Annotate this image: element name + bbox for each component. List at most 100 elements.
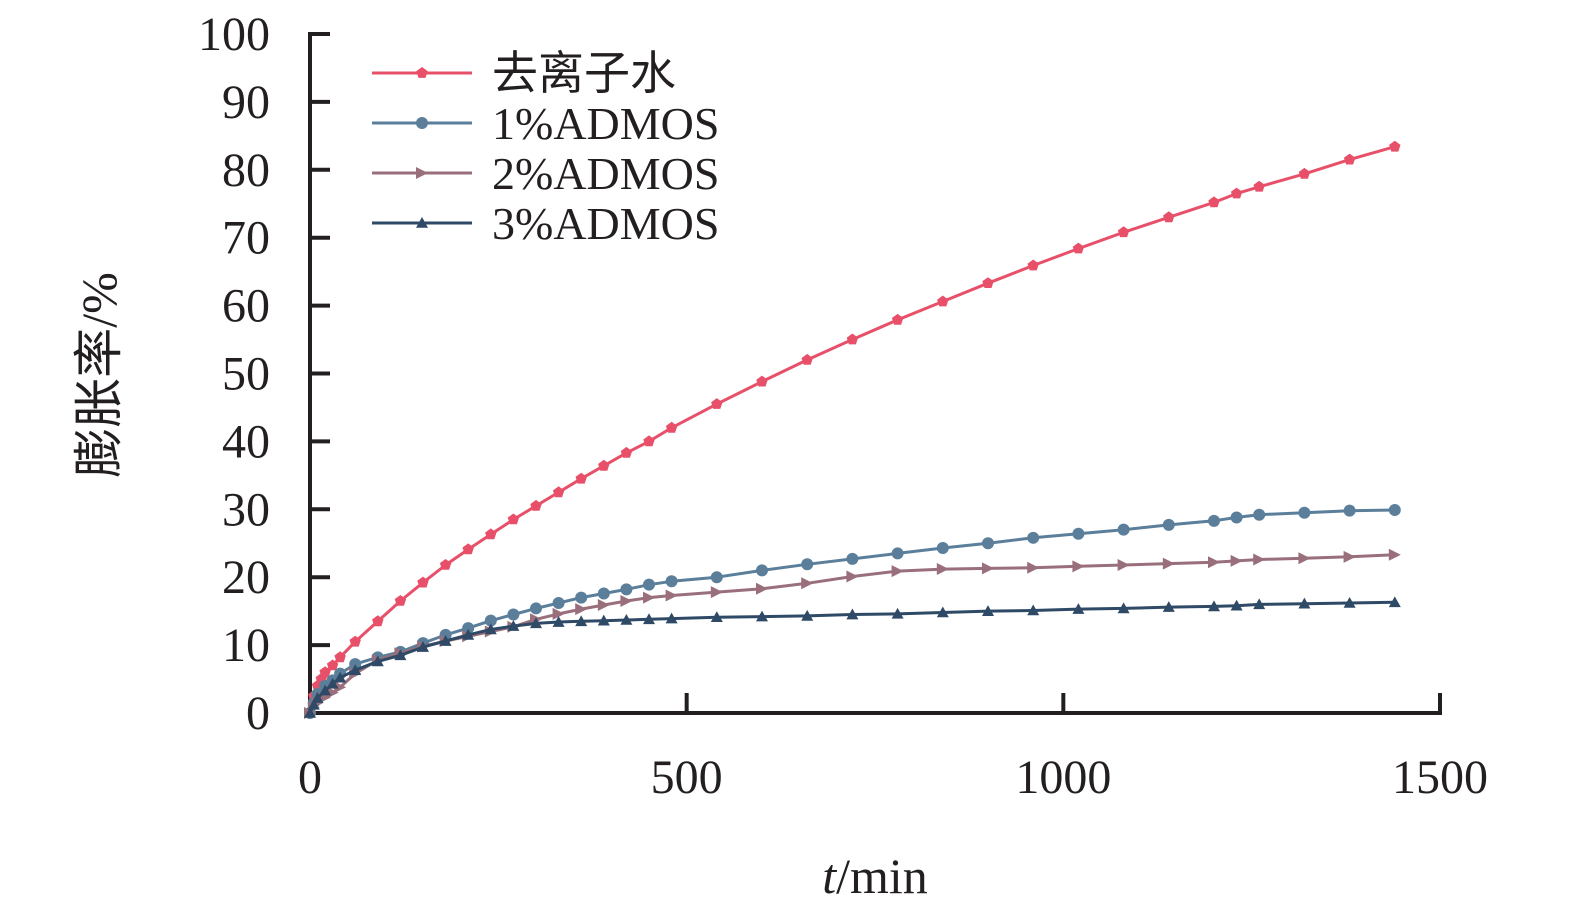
data-point <box>530 499 542 511</box>
data-point <box>349 664 362 676</box>
data-point <box>552 607 565 620</box>
legend-item: 1%ADMOS <box>372 98 719 149</box>
x-axis-title-rest: /min <box>836 848 928 904</box>
data-point <box>1343 597 1356 608</box>
data-point <box>552 597 565 610</box>
data-point <box>1230 599 1243 611</box>
data-point <box>319 666 331 678</box>
data-point <box>1343 504 1356 517</box>
data-point <box>1388 596 1401 608</box>
y-tick-label: 70 <box>222 212 270 265</box>
y-tick-label: 40 <box>222 415 270 468</box>
data-point <box>620 594 633 607</box>
data-point <box>710 571 723 584</box>
data-point <box>597 599 610 612</box>
data-point <box>1117 523 1130 536</box>
data-point <box>1298 506 1311 519</box>
data-point <box>311 692 324 703</box>
data-point <box>462 543 474 555</box>
data-point <box>620 446 633 458</box>
data-point <box>462 628 475 640</box>
y-tick-label: 60 <box>222 280 270 333</box>
y-tick-label: 80 <box>222 144 270 197</box>
data-point <box>846 570 859 583</box>
legend-label: 3%ADMOS <box>492 198 719 249</box>
data-point <box>801 353 813 365</box>
data-point <box>417 576 429 588</box>
x-axis-title: t/min <box>822 848 928 904</box>
data-point <box>417 641 429 652</box>
data-point <box>1230 511 1243 524</box>
data-point <box>1253 180 1265 192</box>
data-point <box>643 435 655 447</box>
data-point <box>462 622 475 635</box>
data-point <box>665 421 678 433</box>
data-point <box>891 547 904 560</box>
data-point <box>710 611 723 623</box>
data-point <box>937 295 949 307</box>
data-point <box>1343 153 1356 165</box>
data-point <box>485 528 497 540</box>
data-point <box>326 659 339 671</box>
legend-item: 3%ADMOS <box>372 198 719 249</box>
y-tick-label: 0 <box>246 687 270 740</box>
data-point <box>1389 140 1401 152</box>
data-point <box>1162 601 1175 612</box>
y-tick-label: 30 <box>222 483 270 536</box>
legend-item: 去离子水 <box>372 48 676 99</box>
legend-swatch-marker <box>416 117 428 129</box>
data-point <box>643 613 655 625</box>
data-point <box>439 635 452 646</box>
data-point <box>334 671 347 683</box>
data-point <box>982 537 994 550</box>
data-point <box>334 681 347 694</box>
data-point <box>936 542 949 555</box>
data-point <box>1298 552 1311 565</box>
data-point <box>1298 167 1311 179</box>
data-point <box>307 698 320 710</box>
data-point <box>891 607 904 619</box>
data-point <box>575 472 587 484</box>
data-point <box>756 375 768 387</box>
data-point <box>439 559 452 570</box>
y-tick-label: 100 <box>198 8 270 61</box>
data-point <box>1162 518 1175 531</box>
data-point <box>982 605 994 616</box>
data-point <box>349 658 362 671</box>
data-point <box>665 589 678 602</box>
data-point <box>891 565 904 578</box>
data-point <box>1298 597 1311 609</box>
data-point <box>846 552 859 565</box>
data-point <box>326 677 339 689</box>
data-point <box>326 686 339 699</box>
data-point <box>1253 508 1266 521</box>
data-point <box>1388 503 1401 516</box>
data-point <box>1208 196 1220 208</box>
data-point <box>1072 603 1085 614</box>
data-point <box>846 333 859 345</box>
data-point <box>372 615 384 627</box>
x-tick-label: 0 <box>298 751 322 804</box>
y-tick-label: 10 <box>222 619 270 672</box>
data-point <box>1117 602 1130 614</box>
legend-swatch-marker <box>416 217 428 228</box>
data-point <box>665 575 678 588</box>
data-point <box>1208 600 1220 612</box>
data-point <box>1163 211 1175 223</box>
data-point <box>1162 557 1175 570</box>
data-point <box>620 583 633 596</box>
data-point <box>530 617 542 629</box>
data-point <box>1117 558 1130 571</box>
data-point <box>1230 187 1243 199</box>
series-0 <box>304 140 1401 718</box>
data-point <box>1027 259 1039 271</box>
data-point <box>484 623 497 635</box>
y-tick-label: 20 <box>222 551 270 604</box>
data-point <box>710 586 723 599</box>
series-3 <box>304 596 1401 718</box>
series-1 <box>304 503 1401 719</box>
data-point <box>846 608 859 620</box>
